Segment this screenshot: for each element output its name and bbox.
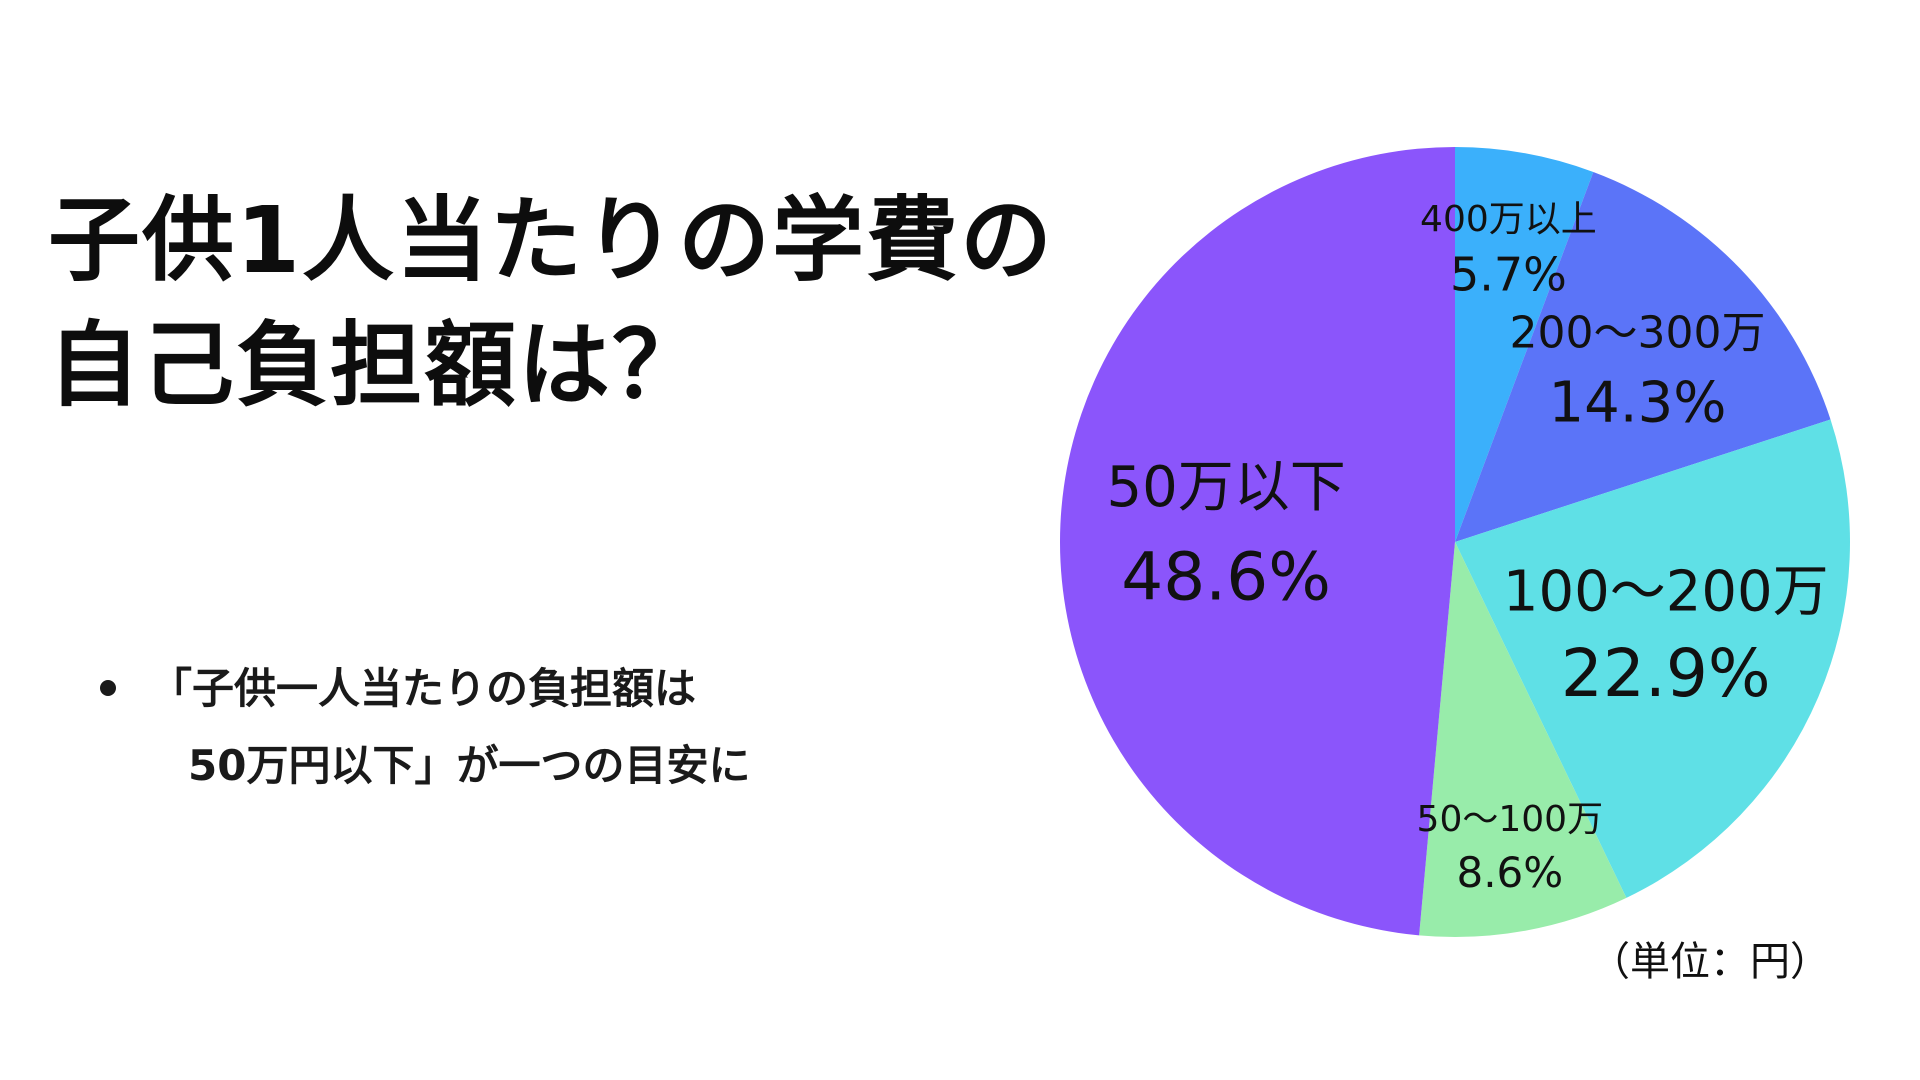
slice-value-label-5: 48.6% (1121, 539, 1331, 616)
slice-label-4: 50～100万 (1417, 799, 1604, 840)
slice-value-label-3: 22.9% (1561, 635, 1771, 712)
slice-value-label-4: 8.6% (1456, 848, 1563, 897)
title-line-1: 子供1人当たりの学費の (48, 187, 1055, 294)
bullet-text-line-1: 「子供一人当たりの負担額は (150, 664, 697, 713)
pie-slice-2 (1455, 172, 1831, 542)
bullet-dot-icon (100, 680, 116, 696)
title-line-2: 自己負担額は？ (48, 312, 707, 419)
pie-slice-1 (1455, 147, 1594, 542)
slice-value-label-2: 14.3% (1549, 371, 1727, 436)
slice-label-1: 400万以上 (1420, 199, 1597, 240)
pie-slice-5 (1059, 147, 1455, 936)
slice-label-2: 200～300万 (1510, 307, 1766, 358)
pie-slice-4 (1419, 542, 1627, 937)
slice-label-5: 50万以下 (1107, 455, 1346, 520)
slice-value-label-1: 5.7% (1450, 248, 1567, 302)
pie-slice-3 (1455, 419, 1850, 898)
unit-note: （単位：円） (1590, 939, 1830, 985)
bullet-text-line-2: 50万円以下」が一つの目安に (188, 741, 751, 790)
slice-label-3: 100～200万 (1503, 560, 1829, 625)
